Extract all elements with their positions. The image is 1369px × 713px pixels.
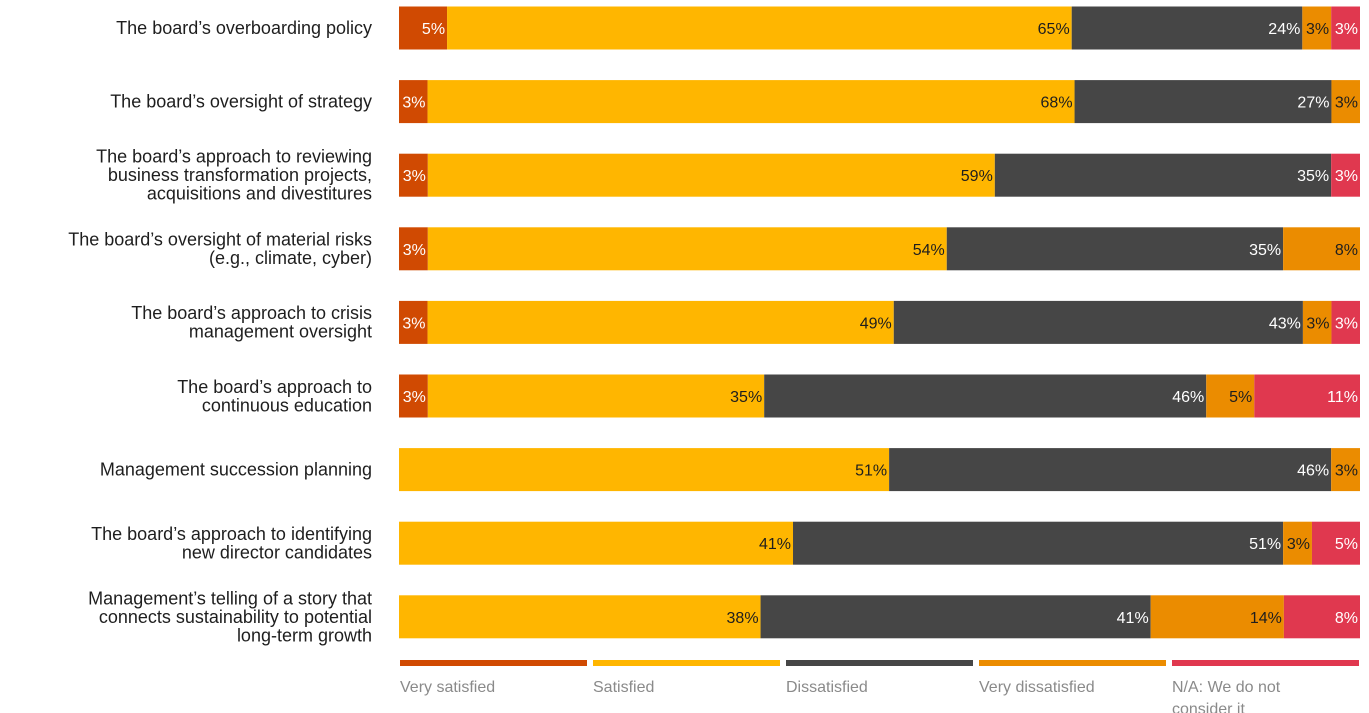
bar-segment	[1206, 374, 1255, 418]
bar-segment	[1331, 80, 1360, 124]
category-label: Management succession planning	[100, 460, 372, 480]
bar-segment	[1074, 80, 1332, 124]
category-label: The board’s approach to crisis management…	[131, 303, 372, 342]
bar-segment	[1302, 300, 1332, 344]
data-label: 68%	[1041, 95, 1073, 112]
legend-swatch	[593, 660, 780, 666]
data-label: 5%	[1335, 536, 1358, 553]
data-label: 3%	[403, 389, 426, 406]
data-label: 41%	[759, 536, 791, 553]
bar-segment	[760, 595, 1151, 639]
data-label: 51%	[1249, 536, 1281, 553]
bar-segment	[399, 227, 428, 271]
data-label: 3%	[1335, 21, 1358, 38]
data-label: 3%	[1335, 95, 1358, 112]
data-label: 3%	[403, 242, 426, 259]
bar-segment	[1283, 521, 1312, 565]
bar-segment	[399, 80, 428, 124]
data-label: 3%	[1335, 168, 1358, 185]
bar-segment	[1302, 6, 1332, 50]
category-label: The board’s oversight of material risks(…	[68, 230, 372, 268]
bar-segment	[1331, 300, 1360, 344]
bar-segment	[399, 374, 428, 418]
category-label: The board’s oversight of strategy	[110, 92, 372, 112]
bar-segment	[793, 521, 1284, 565]
category-labels: The board’s overboarding policy The board…	[68, 18, 372, 645]
data-label: 3%	[1287, 536, 1310, 553]
bar-segment	[399, 595, 761, 639]
category-label: The board’s approach to continuous educat…	[177, 377, 372, 416]
legend-label: Satisfied	[593, 679, 654, 696]
data-label: 3%	[1335, 463, 1358, 480]
data-label: 49%	[860, 315, 892, 332]
data-label: 51%	[855, 463, 887, 480]
bar-segment	[1283, 595, 1360, 639]
data-label: 41%	[1117, 610, 1149, 627]
category-label: The board’s overboarding policy	[116, 18, 372, 38]
bars-layer: 5% 65% 24% 3% 3% 3% 68% 27% 3% 3% 59% 35% 3% 3% 54% 35%…	[399, 6, 1360, 639]
data-label: 46%	[1172, 389, 1204, 406]
data-label: 8%	[1335, 610, 1358, 627]
bar-segment	[399, 6, 448, 50]
bar-segment	[1311, 521, 1360, 565]
data-label: 43%	[1269, 315, 1301, 332]
bar-segment	[1331, 6, 1360, 50]
data-label: 38%	[727, 610, 759, 627]
data-label: 46%	[1297, 463, 1329, 480]
data-label: 3%	[1306, 315, 1329, 332]
legend-label: Very satisfied	[400, 679, 495, 696]
bar-segment	[1283, 227, 1360, 271]
data-label: 14%	[1250, 610, 1282, 627]
bar-segment	[764, 374, 1207, 418]
legend-label: Dissatisfied	[786, 679, 868, 696]
bar-segment	[399, 300, 428, 344]
data-label: 3%	[1335, 315, 1358, 332]
bar-segment	[427, 80, 1075, 124]
data-label: 24%	[1268, 21, 1300, 38]
bar-segment	[399, 521, 794, 565]
data-label: 59%	[961, 168, 993, 185]
bar-segment	[427, 374, 765, 418]
bar-segment	[1071, 6, 1303, 50]
bar-segment	[427, 153, 995, 197]
data-label: 54%	[913, 242, 945, 259]
bar-segment	[946, 227, 1284, 271]
bar-segment	[1150, 595, 1284, 639]
legend-swatch	[979, 660, 1166, 666]
data-label: 3%	[1306, 21, 1329, 38]
data-label: 3%	[403, 168, 426, 185]
data-label: 35%	[1249, 242, 1281, 259]
bar-segment	[994, 153, 1332, 197]
data-label: 8%	[1335, 242, 1358, 259]
bar-segment	[1331, 153, 1360, 197]
legend-label: N/A: We do not consider it	[1172, 679, 1281, 713]
bar-segment	[1331, 448, 1360, 492]
bar-segment	[399, 153, 428, 197]
data-label: 27%	[1297, 95, 1329, 112]
data-label: 5%	[1229, 389, 1252, 406]
data-label: 5%	[422, 21, 445, 38]
category-label: Management’s telling of a story that conn…	[88, 588, 372, 645]
data-label: 65%	[1038, 21, 1070, 38]
legend-swatch	[1172, 660, 1359, 666]
data-label: 35%	[1297, 168, 1329, 185]
legend: Very satisfied Satisfied Dissatisfied Very …	[400, 660, 1359, 713]
category-label: The board’s approach to reviewing busines…	[96, 147, 372, 204]
bar-segment	[447, 6, 1072, 50]
data-label: 3%	[402, 95, 425, 112]
data-label: 11%	[1327, 389, 1358, 406]
bar-segment	[427, 227, 947, 271]
bar-segment	[427, 300, 894, 344]
bar-segment	[889, 448, 1332, 492]
legend-swatch	[786, 660, 973, 666]
category-label: The board’s approach to identifying new d…	[91, 524, 372, 563]
bar-segment	[399, 448, 890, 492]
data-label: 35%	[730, 389, 762, 406]
bar-segment	[893, 300, 1303, 344]
legend-label: Very dissatisfied	[979, 679, 1095, 696]
data-label: 3%	[402, 315, 425, 332]
legend-swatch	[400, 660, 587, 666]
bar-segment	[1254, 374, 1360, 418]
